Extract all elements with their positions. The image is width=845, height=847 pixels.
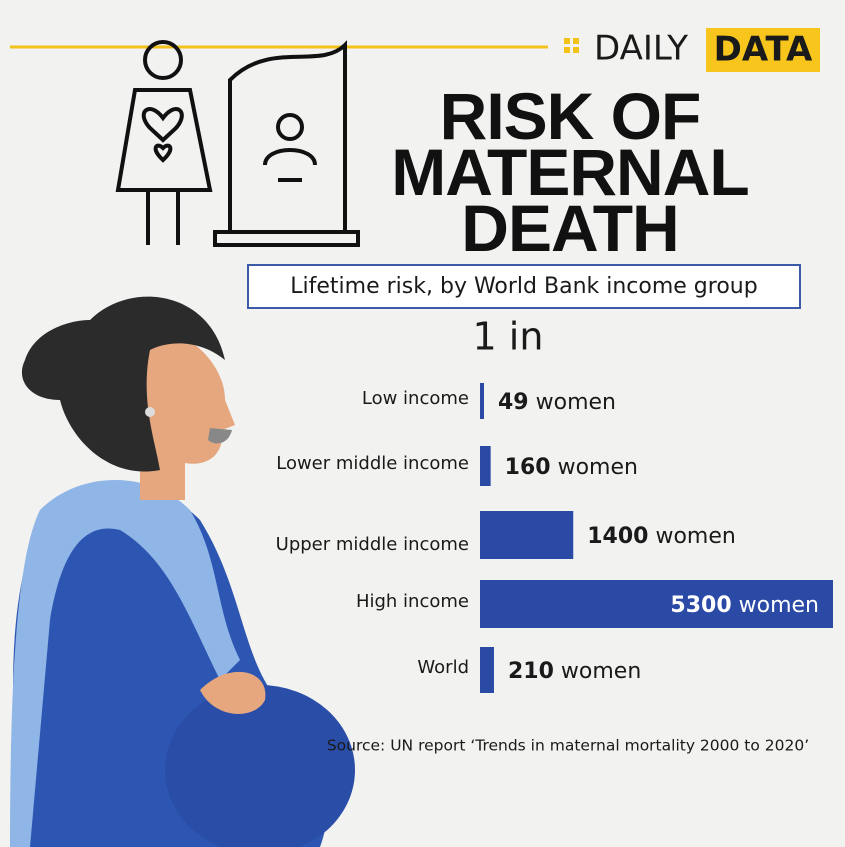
- icon-legs: [148, 190, 178, 245]
- category-label: Lower middle income: [276, 453, 469, 474]
- chart-title: RISK OF MATERNAL DEATH: [360, 88, 780, 256]
- icon-heart: [144, 109, 182, 140]
- unit-label: 1 in: [473, 315, 544, 359]
- icon-person-head: [278, 115, 302, 139]
- subtitle: Lifetime risk, by World Bank income grou…: [290, 274, 757, 299]
- woman-icon: [118, 42, 210, 245]
- value-label: 5300 women: [670, 593, 819, 618]
- brand-dot: [564, 47, 570, 53]
- bar: [480, 383, 484, 419]
- category-label: World: [417, 657, 469, 678]
- illustration: [10, 297, 355, 847]
- value-label: 210 women: [508, 659, 641, 684]
- brand-dot: [573, 38, 579, 44]
- tombstone-icon: [215, 45, 358, 245]
- lips: [208, 428, 232, 443]
- category-label: Upper middle income: [276, 534, 469, 555]
- belly: [165, 685, 355, 847]
- brand: DAILY: [594, 29, 688, 69]
- brand-dot: [564, 38, 570, 44]
- bar: [480, 446, 491, 486]
- earring: [145, 407, 155, 417]
- brand-dot: [573, 47, 579, 53]
- brand-highlight: DATA: [714, 30, 813, 70]
- icon-person-body: [265, 150, 315, 180]
- icon-heart-small: [156, 146, 171, 160]
- value-label: 160 women: [505, 455, 638, 480]
- infographic: DAILY DATA Lifetime risk, by World Bank …: [0, 0, 845, 847]
- icon-base: [215, 232, 358, 245]
- value-label: 1400 women: [587, 524, 736, 549]
- bar: [480, 511, 573, 559]
- value-label: 49 women: [498, 390, 616, 415]
- category-label: Low income: [362, 388, 469, 409]
- category-label: High income: [356, 591, 469, 612]
- bar: [480, 647, 494, 693]
- source: Source: UN report ‘Trends in maternal mo…: [327, 737, 809, 755]
